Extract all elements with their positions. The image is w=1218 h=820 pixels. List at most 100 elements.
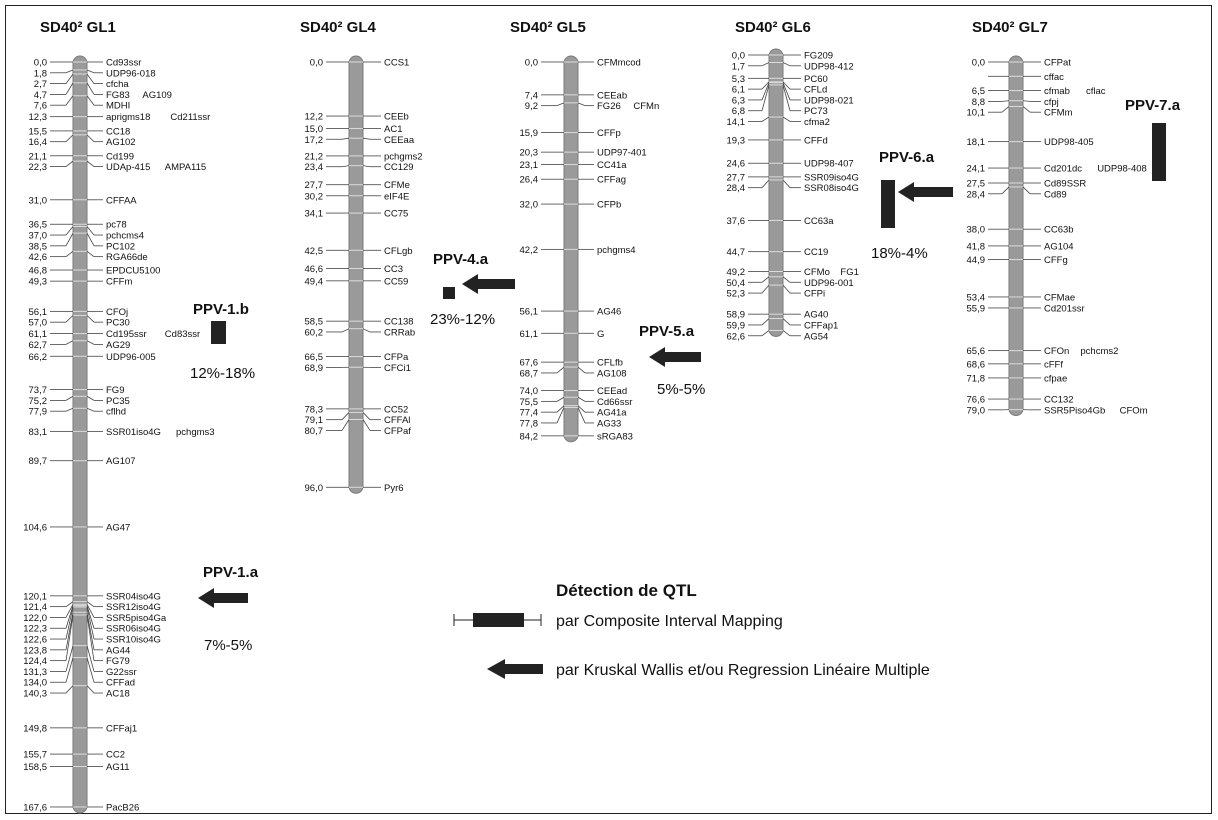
marker: 122,3 SSR06iso4G — [23, 605, 161, 635]
marker-name: SSR09iso4G — [804, 172, 859, 183]
marker-position: 6,5 — [972, 86, 985, 97]
marker: 78,3 CC52 — [305, 404, 409, 415]
marker: 0,0 FG209 — [732, 51, 833, 62]
marker-name: eIF4E — [384, 191, 409, 202]
marker-position: 57,0 — [29, 318, 48, 329]
marker: 57,0 PC30 — [29, 314, 130, 329]
marker: 21,2 pchgms2 — [305, 151, 423, 162]
qtl-interval-bar — [1152, 123, 1166, 181]
marker: 158,5 AG11 — [23, 762, 129, 773]
marker-position: 42,5 — [305, 246, 324, 257]
marker-name: CC138 — [384, 317, 414, 328]
marker: 24,6 UDP98-407 — [727, 159, 854, 170]
marker-position: 23,1 — [520, 160, 539, 171]
marker: 37,6 CC63a — [727, 216, 835, 227]
marker-name: SSR01iso4G — [106, 427, 161, 438]
marker: 44,7 CC19 — [727, 247, 829, 258]
marker-name: CFPat — [1044, 58, 1071, 69]
marker-name: CFMn — [633, 101, 659, 112]
marker-name: CC63b — [1044, 225, 1074, 236]
marker-name: AC18 — [106, 689, 130, 700]
qtl-name: PPV-5.a — [639, 323, 695, 340]
marker-position: 104,6 — [23, 522, 47, 533]
marker: 49,4 CC59 — [305, 276, 409, 287]
marker: 15,0 AC1 — [305, 124, 403, 135]
marker-position: 79,0 — [967, 405, 986, 416]
marker-position: 56,1 — [29, 307, 48, 318]
marker-name: CEEb — [384, 112, 409, 123]
marker-name: CFMo — [804, 267, 830, 278]
marker: 167,6 PacB26 — [23, 802, 139, 813]
marker-name: CFLd — [804, 85, 827, 96]
marker-position: 22,3 — [29, 162, 48, 173]
chromosome-bar — [72, 55, 88, 814]
marker-position: 24,1 — [967, 164, 986, 175]
marker: 19,3 CFFd — [727, 135, 828, 146]
marker: 18,1 UDP98-405 — [967, 137, 1094, 148]
marker-name: cflac — [1086, 86, 1106, 97]
marker-name: SSR5pisо4Ga — [106, 613, 167, 624]
marker-name: UDP97-401 — [597, 148, 647, 159]
marker-position: 41,8 — [967, 241, 986, 252]
marker: 36,5 pc78 — [29, 220, 127, 231]
marker-name: CEEaa — [384, 135, 415, 146]
marker-name: Cd201ssr — [1044, 303, 1085, 314]
kw-legend-arrow — [487, 659, 543, 679]
marker-position: 27,7 — [305, 180, 324, 191]
marker-position: 21,1 — [29, 151, 48, 162]
marker: 79,0 SSR5Piso4Gb CFOm — [967, 405, 1148, 416]
marker-name: cfmab — [1044, 86, 1070, 97]
linkage-group-title: SD40² GL5 — [510, 19, 586, 36]
marker-position: 10,1 — [967, 108, 986, 119]
marker-name: FG79 — [106, 656, 130, 667]
marker-position: 75,5 — [520, 397, 539, 408]
marker-position: 56,1 — [520, 307, 539, 318]
marker: 96,0 Pyr6 — [305, 483, 404, 494]
marker-position: 96,0 — [305, 483, 324, 494]
marker: 20,3 UDP97-401 — [520, 148, 647, 159]
marker-name: CFPb — [597, 200, 621, 211]
marker-name: CC75 — [384, 209, 408, 220]
marker-name: CC2 — [106, 750, 125, 761]
marker-position: 68,9 — [305, 363, 324, 374]
marker-name: CFCi1 — [384, 363, 411, 374]
marker-position: 6,1 — [732, 85, 745, 96]
linkage-group-2: SD40² GL4 0,0 CCS1 12,2 CEEb 15,0 AC1 17,2 CEEaa… — [300, 19, 423, 494]
marker-name: RGA66de — [106, 252, 148, 263]
marker-position: 75,2 — [29, 396, 48, 407]
marker-position: 36,5 — [29, 220, 48, 231]
marker-name: FG26 — [597, 101, 621, 112]
marker-position: 77,8 — [520, 418, 539, 429]
marker: 75,2 PC35 — [29, 395, 130, 407]
marker-name: AG41a — [597, 408, 627, 419]
marker: 21,1 Cd199 — [29, 151, 135, 162]
marker: 73,7 FG9 — [29, 385, 125, 396]
marker-position: 31,0 — [29, 195, 48, 206]
marker-position: 8,8 — [972, 97, 985, 108]
marker: 59,9 CFFap1 — [727, 318, 838, 331]
marker: 89,7 AG107 — [29, 456, 136, 467]
marker-position: 61,1 — [29, 329, 48, 340]
marker-position: 49,2 — [727, 267, 746, 278]
marker-name: CFOn — [1044, 346, 1069, 357]
marker: 8,8 cfpj — [972, 97, 1059, 108]
marker-position: 15,0 — [305, 124, 324, 135]
qtl-name: PPV-1.a — [203, 564, 259, 581]
marker-name: pc78 — [106, 220, 127, 231]
marker-name: Cd93ssr — [106, 58, 141, 69]
marker-position: 0,0 — [525, 58, 538, 69]
marker-position: 74,0 — [520, 386, 539, 397]
marker-position: 60,2 — [305, 327, 324, 338]
marker-name: AG46 — [597, 307, 621, 318]
marker-position: 49,4 — [305, 276, 324, 287]
marker-name: cFFf — [1044, 359, 1063, 370]
marker-name: cfpae — [1044, 373, 1067, 384]
marker-name: CCS1 — [384, 58, 409, 69]
marker-name: cffac — [1044, 72, 1064, 83]
marker-position: 68,6 — [967, 359, 986, 370]
marker: cffac — [988, 72, 1064, 83]
marker-name: AG11 — [106, 762, 130, 773]
marker: 2,7 cfcha — [34, 73, 129, 90]
marker: 17,2 CEEaa — [305, 135, 415, 146]
qtl-name: PPV-1.b — [193, 301, 249, 318]
